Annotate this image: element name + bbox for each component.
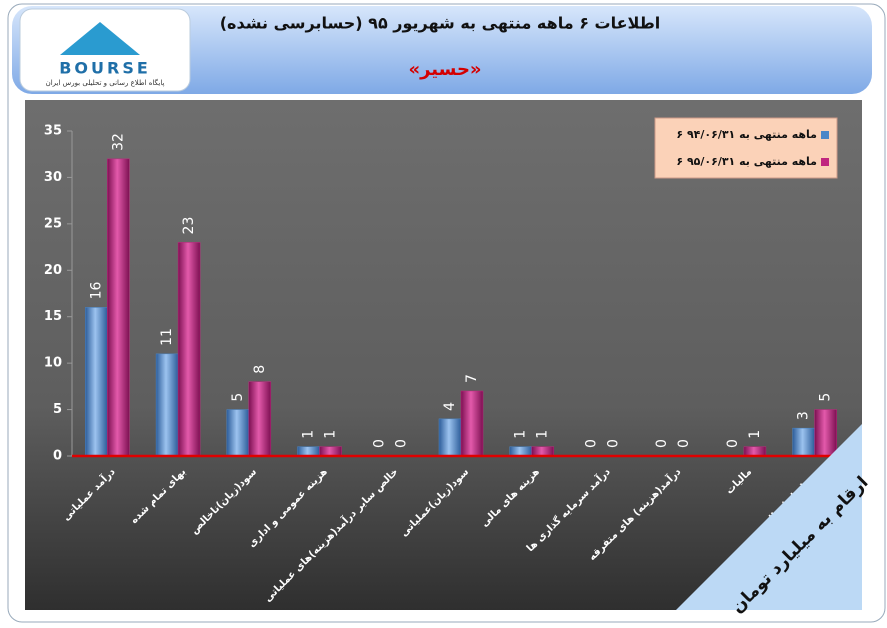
value-label: 1 [323, 430, 339, 439]
bar [438, 418, 462, 457]
value-label: 0 [654, 439, 670, 448]
bar [226, 409, 250, 457]
value-label: 16 [88, 282, 104, 300]
value-label: 0 [605, 439, 621, 448]
value-label: 3 [796, 411, 812, 420]
y-tick-label: 35 [44, 124, 62, 139]
legend-swatch [821, 131, 829, 139]
bar [155, 353, 179, 457]
value-label: 0 [583, 439, 599, 448]
y-tick-label: 5 [53, 402, 62, 417]
value-label: 0 [725, 439, 741, 448]
value-label: 23 [181, 217, 197, 235]
bar [743, 446, 767, 457]
y-tick-label: 0 [53, 449, 62, 464]
logo-mark [60, 22, 140, 55]
value-label: 5 [230, 393, 246, 402]
value-label: 1 [535, 430, 551, 439]
value-label: 7 [464, 374, 480, 383]
bar [107, 158, 130, 457]
logo-caption: پایگاه اطلاع رسانی و تحلیلی بورس ایران [46, 78, 165, 87]
logo-text: BOURSE [59, 59, 151, 78]
bar [177, 242, 201, 457]
header [12, 6, 872, 94]
value-label: 11 [159, 328, 175, 346]
legend-label: ۶ ماهه منتهی به ۹۵/۰۶/۳۱ [676, 155, 817, 168]
legend-box [654, 117, 838, 179]
value-label: 0 [676, 439, 692, 448]
y-tick-label: 25 [44, 216, 62, 231]
legend-swatch [821, 158, 829, 166]
bar [85, 307, 108, 457]
bar [509, 446, 532, 457]
bar [297, 446, 320, 457]
bar [248, 381, 272, 457]
y-tick-label: 10 [44, 356, 62, 371]
value-label: 0 [393, 439, 409, 448]
subtitle: «حسیر» [408, 59, 481, 80]
value-label: 1 [513, 430, 529, 439]
value-label: 1 [747, 430, 763, 439]
bar [531, 446, 554, 457]
value-label: 0 [371, 439, 387, 448]
value-label: 4 [442, 402, 458, 411]
y-tick-label: 20 [44, 263, 62, 278]
bar [792, 427, 815, 457]
legend-label: ۶ ماهه منتهی به ۹۴/۰۶/۳۱ [676, 128, 817, 141]
value-label: 1 [301, 430, 317, 439]
value-label: 5 [818, 393, 834, 402]
bar [460, 390, 484, 457]
corner-banner [676, 424, 862, 610]
value-label: 8 [252, 365, 268, 374]
bar [319, 446, 342, 457]
title: اطلاعات ۶ ماهه منتهی به شهریور ۹۵ (حسابر… [220, 14, 661, 33]
bar [814, 409, 837, 457]
y-tick-label: 15 [44, 309, 62, 324]
y-tick-label: 30 [44, 170, 62, 185]
value-label: 32 [110, 133, 126, 151]
